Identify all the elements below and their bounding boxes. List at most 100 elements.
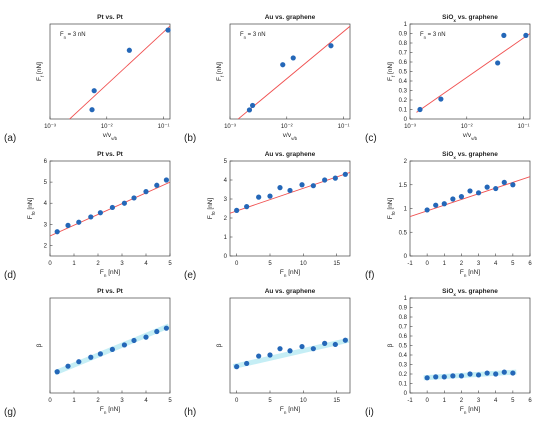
annotation: Fn = 3 nN xyxy=(240,32,266,40)
x-tick-label: 1 xyxy=(72,398,76,404)
fit-line xyxy=(416,33,530,113)
y-tick-label: 0.4 xyxy=(399,79,408,85)
panel-label: (c) xyxy=(365,133,377,144)
y-tick-label: 0.1 xyxy=(399,382,408,388)
y-tick-label: 0 xyxy=(404,254,408,260)
data-point xyxy=(88,214,94,220)
chart-panel-7: 0 1 2 3 4 5 Pt vs. Pt Fn [nN] β xyxy=(36,288,172,415)
data-point xyxy=(256,194,262,200)
y-axis-label: β xyxy=(216,343,223,347)
y-tick-label: 5 xyxy=(44,180,48,186)
y-tick-label: 3 xyxy=(44,222,48,228)
x-tick-label: 10⁻¹ xyxy=(158,124,170,130)
data-point xyxy=(65,222,71,228)
x-tick-label: 0 xyxy=(235,261,239,267)
data-point xyxy=(501,179,507,185)
x-tick-label: 10⁻³ xyxy=(44,124,56,130)
y-axis-label: Ff [nN] xyxy=(216,62,225,81)
x-axis-label: v/vv/b xyxy=(283,132,298,141)
data-point xyxy=(441,374,447,380)
y-tick-label: 4 xyxy=(224,178,228,184)
x-tick-label: 10⁻³ xyxy=(224,124,236,130)
x-tick-label: 4 xyxy=(144,261,148,267)
x-axis-label: Fn [nN] xyxy=(100,406,120,415)
data-point xyxy=(484,184,490,190)
y-tick-label: 3 xyxy=(224,197,228,203)
data-point xyxy=(299,182,305,188)
y-tick-label: 2 xyxy=(404,159,408,165)
x-tick-label: 4 xyxy=(144,398,148,404)
y-tick-label: 0.8 xyxy=(399,41,408,47)
fit-line xyxy=(410,176,530,218)
x-tick-label: -1 xyxy=(407,261,413,267)
data-point xyxy=(287,187,293,194)
data-point xyxy=(342,337,348,343)
data-point xyxy=(126,47,132,53)
data-point xyxy=(121,342,127,348)
x-tick-label: 0 xyxy=(235,398,239,404)
x-tick-label: 3 xyxy=(477,398,481,404)
y-tick-label: 0 xyxy=(224,254,228,260)
data-point xyxy=(54,369,60,375)
chart-panel-8: 0 5 10 15 Au vs. graphene Fn [nN] β xyxy=(216,288,351,415)
x-tick-label: 10⁻¹ xyxy=(338,124,350,130)
data-point xyxy=(277,346,283,352)
x-tick-label: 15 xyxy=(333,398,340,404)
x-axis-label: Fn [nN] xyxy=(100,269,120,278)
x-tick-label: 4 xyxy=(494,398,498,404)
data-point xyxy=(54,229,60,235)
data-point xyxy=(475,190,482,196)
chart-title: Pt vs. Pt xyxy=(97,14,123,21)
y-tick-label: 0.4 xyxy=(399,353,408,359)
data-point xyxy=(523,32,529,39)
x-tick-label: 1 xyxy=(443,398,447,404)
y-tick-label: 0.1 xyxy=(399,108,408,114)
chart-panel-9: -1 0 1 2 3 4 5 600.10.20.30.40.50.60.70.80.91Si… xyxy=(387,288,532,415)
y-tick-label: 0.8 xyxy=(399,315,408,321)
y-tick-label: 0.7 xyxy=(399,325,408,331)
data-point xyxy=(65,363,71,369)
x-tick-label: 2 xyxy=(460,261,464,267)
plot-frame xyxy=(229,160,351,257)
x-tick-label: 5 xyxy=(168,261,172,267)
chart-title: SiOx vs. graphene xyxy=(442,151,498,160)
panel-label: (f) xyxy=(365,270,374,281)
y-tick-label: 0.5 xyxy=(399,230,408,236)
data-point xyxy=(88,354,94,360)
data-point xyxy=(131,195,137,201)
data-point xyxy=(109,204,115,211)
data-point xyxy=(131,337,137,344)
x-tick-label: 3 xyxy=(477,261,481,267)
y-axis-label: Ff [nN] xyxy=(36,62,45,81)
chart-title: Au vs. graphene xyxy=(265,151,316,158)
data-point xyxy=(121,200,127,206)
data-point xyxy=(143,189,149,195)
x-tick-label: 2 xyxy=(96,398,100,404)
data-point xyxy=(244,360,250,367)
plot-frame xyxy=(49,297,171,394)
data-point xyxy=(433,202,439,208)
panel-label: (a) xyxy=(4,133,16,144)
x-axis-label: Fn [nN] xyxy=(280,406,300,415)
data-point xyxy=(249,102,256,109)
data-point xyxy=(458,194,465,200)
plot-frame xyxy=(229,297,351,394)
x-tick-label: 5 xyxy=(168,398,172,404)
data-point xyxy=(154,328,160,335)
y-axis-label: Ff0 [nN] xyxy=(207,198,216,220)
data-point xyxy=(290,55,296,61)
panel-label: (g) xyxy=(4,407,16,418)
x-tick-label: 15 xyxy=(333,261,340,267)
x-tick-label: 0 xyxy=(425,398,429,404)
data-point xyxy=(322,340,328,346)
data-point xyxy=(143,334,149,340)
data-point xyxy=(493,185,499,192)
data-point xyxy=(424,375,430,381)
y-tick-label: 1 xyxy=(224,235,228,241)
y-tick-label: 0.3 xyxy=(399,363,408,369)
panel-label: (i) xyxy=(365,407,374,418)
data-point xyxy=(299,343,305,350)
data-point xyxy=(287,348,293,354)
annotation: Fn = 3 nN xyxy=(420,32,446,40)
data-point xyxy=(510,370,516,376)
